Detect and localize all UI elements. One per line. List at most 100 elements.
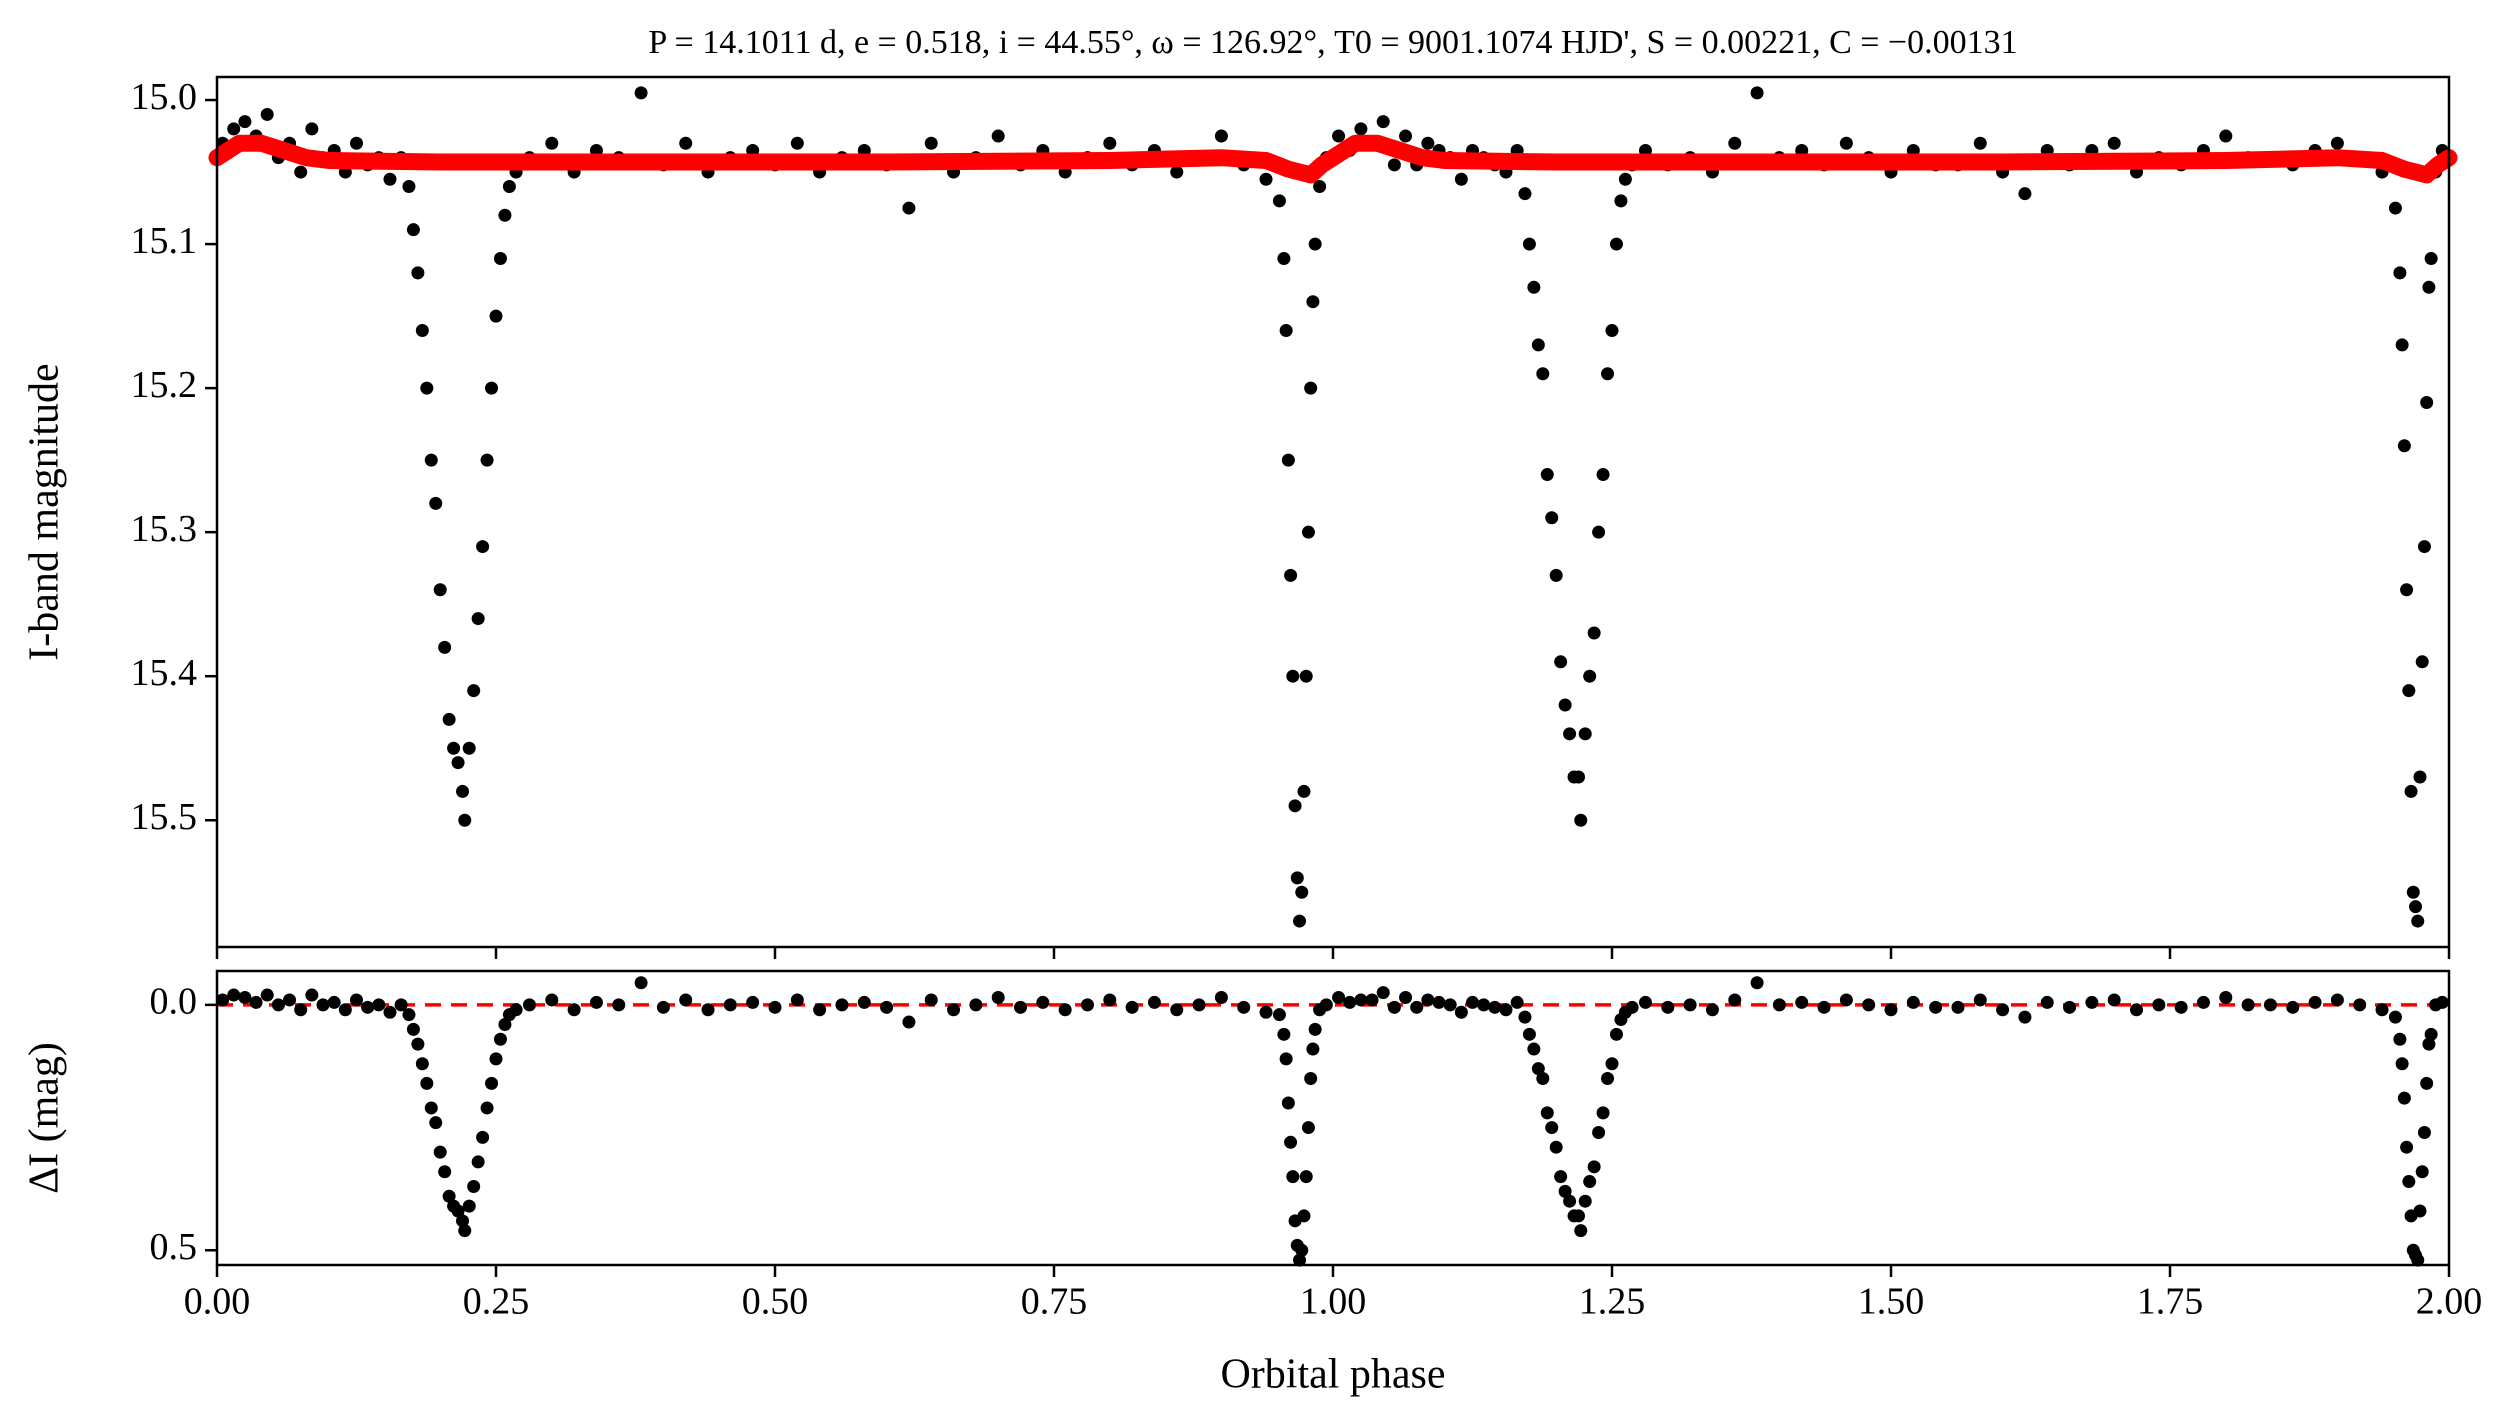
data-point — [2219, 129, 2233, 143]
data-point — [456, 1214, 470, 1228]
data-point — [471, 1155, 485, 1169]
data-point — [2397, 439, 2411, 453]
data-point — [420, 381, 434, 395]
data-point — [723, 998, 737, 1012]
data-point — [1558, 698, 1572, 712]
data-point — [2400, 1140, 2414, 1154]
data-point — [509, 1003, 523, 1017]
data-point — [406, 1022, 420, 1036]
y-tick-label: 0.0 — [150, 981, 198, 1023]
data-point — [227, 988, 241, 1002]
data-point — [1295, 1243, 1309, 1257]
data-point — [1536, 367, 1550, 381]
data-point — [1286, 1170, 1300, 1184]
data-point — [880, 1000, 894, 1014]
data-point — [1284, 1135, 1298, 1149]
data-point — [1304, 1071, 1318, 1085]
data-point — [2241, 998, 2255, 1012]
data-point — [813, 1003, 827, 1017]
data-point — [1376, 115, 1390, 129]
data-point — [1592, 525, 1606, 539]
data-point — [947, 1003, 961, 1017]
data-point — [372, 998, 386, 1012]
data-point — [1103, 993, 1117, 1007]
data-point — [2411, 914, 2425, 928]
data-point — [1301, 525, 1315, 539]
data-point — [1277, 1027, 1291, 1041]
data-point — [502, 179, 516, 193]
data-point — [2196, 995, 2210, 1009]
data-point — [1308, 1022, 1322, 1036]
data-point — [1996, 1003, 2010, 1017]
data-point — [467, 1179, 481, 1193]
data-point — [1839, 993, 1853, 1007]
x-tick-label: 2.00 — [2416, 1281, 2483, 1323]
data-point — [1661, 1000, 1675, 1014]
data-point — [238, 115, 252, 129]
data-point — [1288, 799, 1302, 813]
data-point — [924, 993, 938, 1007]
data-point — [451, 756, 465, 770]
data-point — [1574, 813, 1588, 827]
data-point — [1279, 324, 1293, 338]
data-point — [1297, 784, 1311, 798]
data-point — [1906, 995, 1920, 1009]
data-point — [1499, 1003, 1513, 1017]
data-point — [1454, 1005, 1468, 1019]
data-point — [1214, 991, 1228, 1005]
data-point — [1750, 86, 1764, 100]
data-point — [350, 993, 363, 1007]
data-point — [1301, 1121, 1315, 1135]
data-point — [433, 583, 447, 597]
data-point — [1951, 1000, 1965, 1014]
data-point — [1862, 998, 1876, 1012]
data-point — [1554, 1170, 1568, 1184]
data-point — [1387, 158, 1401, 172]
data-point — [1510, 995, 1524, 1009]
data-point — [1214, 129, 1228, 143]
data-point — [1281, 453, 1295, 467]
data-point — [1306, 1042, 1320, 1056]
data-point — [493, 251, 507, 265]
data-point — [1272, 194, 1286, 208]
data-point — [634, 976, 648, 990]
data-point — [2395, 1057, 2409, 1071]
data-point — [227, 122, 241, 136]
data-point — [447, 741, 461, 755]
data-point — [383, 1005, 397, 1019]
data-point — [1313, 179, 1327, 193]
data-point — [2422, 1037, 2436, 1051]
data-point — [2040, 995, 2054, 1009]
data-point — [442, 1189, 456, 1203]
data-point — [424, 1101, 438, 1115]
data-point — [1036, 995, 1050, 1009]
y-tick-label: 15.2 — [131, 364, 198, 406]
data-point — [1554, 655, 1568, 669]
y-axis-label: I-band magnitude — [22, 363, 68, 660]
data-point — [2411, 1253, 2425, 1267]
data-point — [350, 136, 363, 150]
data-point — [2417, 540, 2431, 554]
data-point — [1387, 1000, 1401, 1014]
data-point — [283, 993, 297, 1007]
data-point — [2018, 1010, 2032, 1024]
data-point — [2107, 136, 2121, 150]
data-point — [1601, 367, 1615, 381]
y-tick-label: 0.5 — [150, 1226, 198, 1268]
data-point — [1549, 1140, 1563, 1154]
data-point — [2263, 998, 2277, 1012]
data-point — [1728, 993, 1742, 1007]
data-point — [1558, 1184, 1572, 1198]
data-point — [420, 1076, 434, 1090]
data-point — [1284, 568, 1298, 582]
data-point — [402, 179, 416, 193]
data-point — [2402, 1175, 2416, 1189]
x-tick-label: 1.25 — [1579, 1281, 1646, 1323]
y-axis-label: ΔI (mag) — [22, 1042, 68, 1194]
data-point — [1540, 468, 1554, 482]
data-point — [1596, 468, 1610, 482]
data-point — [1929, 1000, 1943, 1014]
data-point — [1518, 187, 1532, 201]
